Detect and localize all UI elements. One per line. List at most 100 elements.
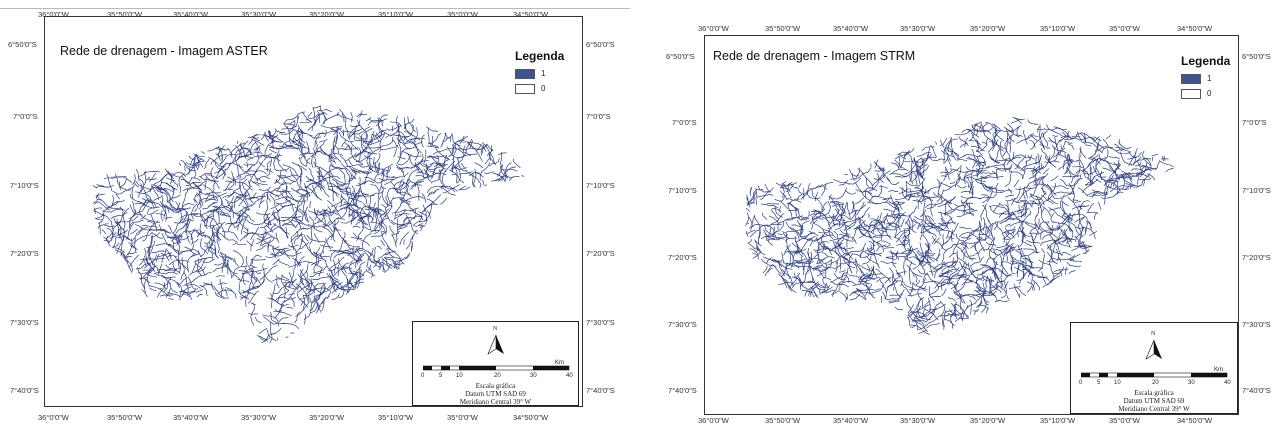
stream-segment [152,251,166,253]
stream-segment [156,214,165,216]
stream-segment [1091,144,1098,157]
stream-segment [1152,154,1158,155]
stream-segment [780,206,781,213]
stream-segment [1039,260,1050,265]
stream-segment [401,196,425,204]
stream-segment [746,208,750,211]
stream-segment [198,181,206,187]
stream-segment [927,324,940,329]
stream-segment [270,294,272,308]
stream-segment [265,169,272,172]
stream-segment [851,168,871,179]
stream-segment [368,217,371,229]
lon-label-bottom: 35°50'0"W [107,413,142,422]
stream-segment [1073,166,1083,168]
stream-segment [1054,192,1072,194]
stream-segment [759,225,775,230]
stream-segment [414,142,422,145]
stream-segment [764,230,767,241]
stream-segment [371,232,385,237]
stream-segment [102,230,106,234]
stream-segment [247,155,263,160]
stream-segment [136,264,150,269]
stream-segment [283,324,299,329]
stream-segment [1039,193,1046,200]
stream-segment [331,127,342,128]
stream-segment [335,221,339,225]
stream-segment [313,108,316,122]
stream-segment [404,143,412,144]
stream-segment [261,132,265,140]
stream-segment [107,174,112,190]
stream-segment [397,219,398,233]
stream-segment [973,187,975,194]
stream-segment [989,229,990,234]
stream-segment [296,240,302,253]
stream-segment [965,138,968,147]
lon-label-top: 35°50'0"W [765,24,800,33]
stream-segment [327,291,331,299]
stream-segment [247,241,253,246]
stream-segment [509,176,519,180]
lat-label-right: 7°10'0"S [1242,186,1271,195]
stream-segment [332,294,339,300]
stream-segment [802,257,804,271]
stream-segment [255,173,258,181]
stream-segment [751,215,755,230]
stream-segment [920,226,922,240]
stream-segment [1005,195,1013,197]
lat-label-right: 7°30'0"S [1242,320,1271,329]
stream-segment [1011,172,1024,178]
stream-segment [866,177,873,188]
stream-segment [191,204,197,219]
stream-segment [312,117,320,131]
stream-segment [206,192,221,194]
stream-segment [959,159,967,161]
stream-segment [211,168,219,182]
scale-tick: 30 [1188,380,1195,386]
stream-segment [912,283,913,292]
stream-segment [378,125,382,133]
stream-segment [1024,266,1031,275]
stream-segment [116,188,132,194]
stream-segment [1025,168,1032,169]
stream-segment [209,204,215,207]
stream-segment [957,210,977,216]
stream-segment [933,197,952,204]
stream-segment [947,137,951,149]
stream-segment [913,200,922,204]
stream-segment [218,283,226,285]
stream-segment [339,132,354,142]
stream-segment [1010,135,1011,144]
map-frame: Rede de drenagem - Imagem ASTER Legenda … [44,16,583,407]
stream-segment [181,258,184,280]
lon-label-top: 36°0'0"W [698,24,729,33]
stream-segment [1059,136,1066,141]
stream-segment [787,265,793,283]
stream-segment [782,188,791,192]
stream-segment [131,229,138,233]
stream-segment [953,240,960,255]
stream-segment [982,303,987,313]
stream-segment [913,159,920,169]
stream-segment [114,238,116,247]
stream-segment [863,284,868,289]
lat-label-right: 7°20'0"S [586,249,615,258]
stream-segment [462,146,465,161]
stream-segment [883,292,886,298]
stream-segment [947,158,951,166]
stream-segment [900,212,906,217]
stream-segment [156,173,168,188]
stream-segment [1007,152,1014,165]
stream-segment [979,305,989,308]
stream-segment [136,169,139,181]
scale-tick: 40 [1224,380,1231,386]
stream-segment [270,194,275,205]
lat-label-right: 7°30'0"S [586,318,615,327]
lat-label-left: 7°0'0"S [672,118,697,127]
lat-label-left: 7°20'0"S [10,249,39,258]
stream-segment [251,259,266,260]
stream-segment [288,124,294,125]
stream-segment [452,133,461,146]
stream-segment [852,202,854,212]
